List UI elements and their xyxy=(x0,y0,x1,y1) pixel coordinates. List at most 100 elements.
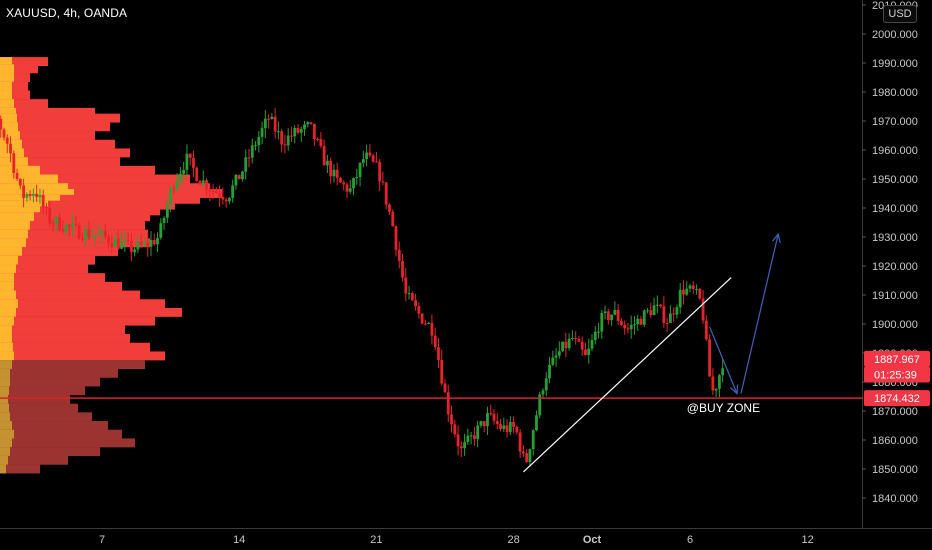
candle-body xyxy=(123,240,127,242)
candle-body xyxy=(45,206,48,208)
volume-profile-bin-total xyxy=(0,464,40,474)
price-tag-label: 1887.967 xyxy=(874,354,920,366)
volume-profile-bin-buy xyxy=(0,247,22,256)
volume-profile-bin-buy xyxy=(0,386,9,396)
candle-body xyxy=(652,305,656,316)
candle-body xyxy=(133,249,137,253)
candle-body xyxy=(22,185,25,198)
candle-body xyxy=(512,422,515,427)
candle-body xyxy=(322,146,326,166)
candle-body xyxy=(77,225,81,239)
candle-body xyxy=(669,313,672,323)
candle-body xyxy=(407,293,411,295)
candle-body xyxy=(260,128,264,137)
buy-zone-label: @BUY ZONE xyxy=(687,401,760,415)
volume-profile-bin-total xyxy=(0,325,125,335)
candle-body xyxy=(12,153,16,173)
candle-body xyxy=(469,435,473,437)
volume-profile-bin-total xyxy=(0,403,78,413)
volume-profile-bin-buy xyxy=(0,165,40,175)
candle-body xyxy=(577,338,581,342)
time-axis-label: 6 xyxy=(687,534,693,546)
candle-body xyxy=(257,136,261,146)
candle-body xyxy=(41,195,45,207)
volume-profile-bin-buy xyxy=(0,131,20,140)
price-axis-label: 1960.000 xyxy=(872,145,918,157)
candle-body xyxy=(32,193,35,196)
volume-profile-bin-buy xyxy=(0,447,10,457)
volume-profile-bin-total xyxy=(0,99,48,109)
volume-profile-bin-buy xyxy=(0,174,58,184)
candle-body xyxy=(388,204,391,212)
candle-body xyxy=(244,157,248,172)
trendline[interactable] xyxy=(522,277,732,473)
candle-body xyxy=(87,229,91,238)
candle-body xyxy=(365,152,368,160)
candle-body xyxy=(25,193,29,198)
candle-body xyxy=(185,153,189,170)
candle-body xyxy=(505,425,509,432)
candle-body xyxy=(528,449,532,463)
candle-body xyxy=(273,116,277,132)
candle-body xyxy=(473,435,476,440)
candle-body xyxy=(620,321,623,325)
volume-profile-bin-total xyxy=(0,377,100,387)
candle-body xyxy=(368,152,372,156)
candle-body xyxy=(495,420,499,424)
time-axis-label: 14 xyxy=(233,534,245,546)
candle-body xyxy=(175,180,179,190)
volume-profile-bin-buy xyxy=(0,122,18,132)
candle-body xyxy=(688,285,692,289)
projection-arrow[interactable] xyxy=(709,326,738,394)
candle-body xyxy=(143,242,146,245)
projection-arrow[interactable] xyxy=(740,233,779,394)
volume-profile-bin-buy xyxy=(0,81,12,91)
time-axis-label: 7 xyxy=(99,534,105,546)
candle-body xyxy=(309,122,313,124)
volume-profile-bin-total xyxy=(0,238,150,248)
candle-body xyxy=(718,375,721,389)
volume-profile-bin-total xyxy=(0,206,160,216)
volume-profile-bin-buy xyxy=(0,438,12,448)
volume-profile-bin-total xyxy=(0,394,70,404)
candle-body xyxy=(655,304,659,306)
candle-body xyxy=(283,144,287,146)
candle-body xyxy=(613,309,617,315)
price-tag-label: 1874.432 xyxy=(874,393,920,405)
candle-body xyxy=(541,390,545,395)
volume-profile-bin-buy xyxy=(0,148,24,158)
volume-profile-bin-total xyxy=(0,183,210,193)
candle-body xyxy=(433,335,437,348)
candle-body xyxy=(629,324,633,330)
candle-body xyxy=(211,191,215,193)
candle-body xyxy=(636,318,640,325)
volume-profile-bin-total xyxy=(0,64,38,74)
currency-button[interactable]: USD xyxy=(883,5,917,23)
volume-profile-bin-total xyxy=(0,81,28,91)
candle-body xyxy=(704,320,708,340)
price-axis-label: 1970.000 xyxy=(872,116,918,128)
volume-profile-bin-buy xyxy=(0,264,16,274)
volume-profile-bin-buy xyxy=(0,403,9,413)
volume-profile-bin-buy xyxy=(0,464,6,474)
time-axis-label: 12 xyxy=(801,534,813,546)
candle-body xyxy=(420,313,424,324)
candle-body xyxy=(214,191,218,194)
candle-body xyxy=(48,207,52,224)
volume-profile-bin-total xyxy=(0,368,118,378)
candle-body xyxy=(685,288,689,295)
volume-profile-bin-buy xyxy=(0,368,10,378)
volume-profile-bin-total xyxy=(0,386,85,396)
projection-arrow-head xyxy=(772,232,781,244)
volume-profile-bin-total xyxy=(0,165,155,175)
volume-profile-bin-buy xyxy=(0,273,14,283)
candle-body xyxy=(623,324,627,329)
candle-body xyxy=(146,242,150,247)
candle-body xyxy=(672,313,676,315)
volume-profile-bin-buy xyxy=(0,220,30,230)
candle-body xyxy=(339,177,342,183)
candle-body xyxy=(378,161,382,182)
candle-body xyxy=(557,351,561,356)
volume-profile-bin-buy xyxy=(0,394,8,404)
